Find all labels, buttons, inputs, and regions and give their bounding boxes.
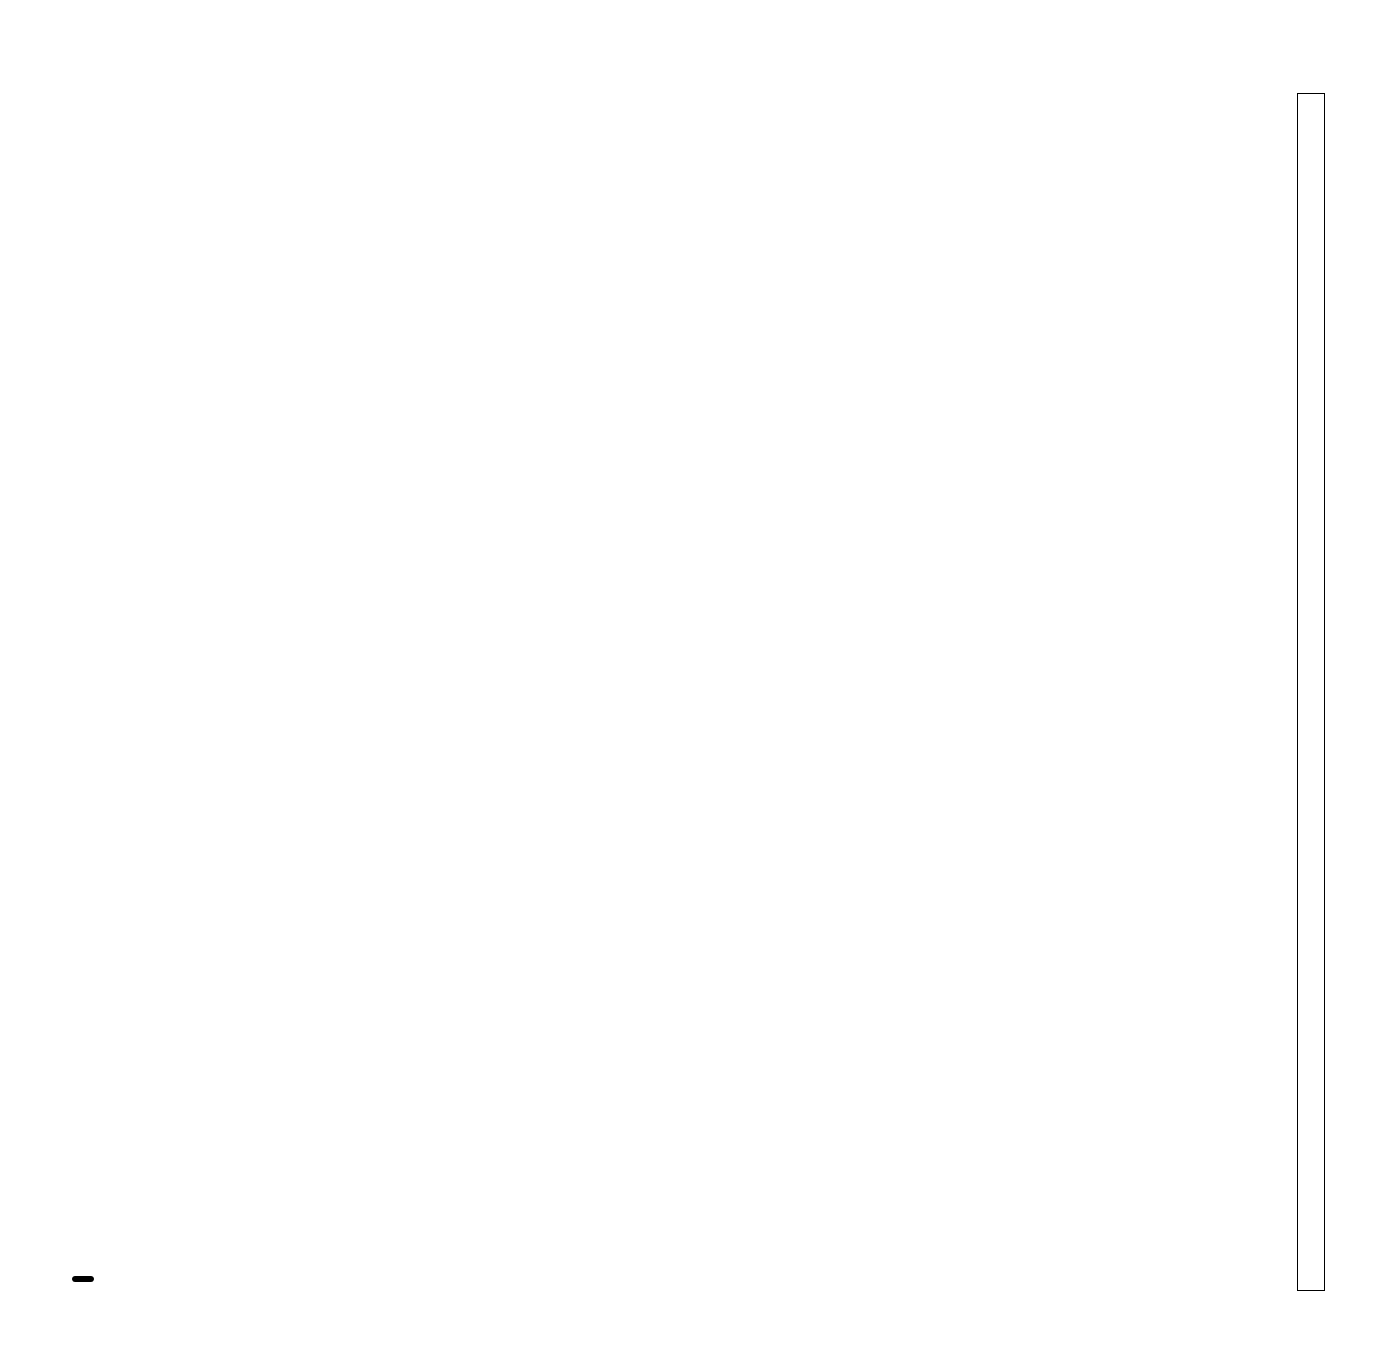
colorbar-canvas <box>1297 93 1325 1291</box>
satellite-map-canvas <box>72 93 1284 1305</box>
copyright-badge <box>72 1276 94 1282</box>
